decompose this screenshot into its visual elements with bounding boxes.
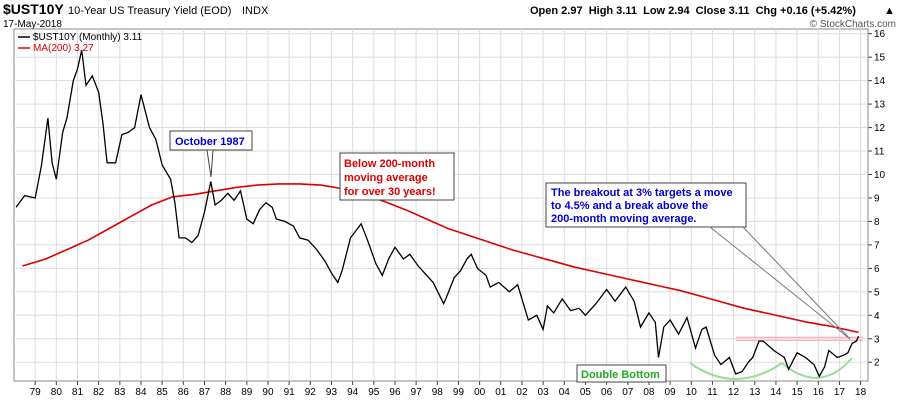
- x-tick-label: 11: [707, 387, 718, 398]
- x-tick-label: 93: [326, 387, 338, 398]
- ma200-line: [22, 183, 859, 334]
- y-tick-label: 12: [874, 123, 886, 134]
- x-tick-label: 15: [792, 387, 804, 398]
- x-tick-label: 07: [622, 387, 634, 398]
- october-1987-pointer: [206, 149, 214, 178]
- x-tick-label: 08: [643, 387, 655, 398]
- y-tick-label: 15: [874, 53, 886, 64]
- x-tick-label: 00: [474, 387, 486, 398]
- x-tick-label: 97: [411, 387, 423, 398]
- chart-date: 17-May-2018: [3, 19, 62, 30]
- breakout-line-2: to 4.5% and a break above the: [551, 200, 708, 212]
- breakout-line-3: 200-month moving average.: [551, 213, 697, 225]
- below-ma-line-1: Below 200-month: [344, 158, 435, 170]
- x-tick-label: 05: [580, 387, 592, 398]
- x-tick-label: 13: [749, 387, 761, 398]
- x-tick-label: 81: [72, 387, 84, 398]
- y-tick-label: 11: [874, 147, 885, 158]
- x-tick-label: 90: [262, 387, 274, 398]
- y-tick-label: 10: [874, 170, 886, 181]
- breakout-pointer-2: [709, 226, 851, 340]
- x-tick-label: 10: [686, 387, 698, 398]
- x-tick-label: 94: [347, 387, 359, 398]
- x-tick-label: 95: [368, 387, 380, 398]
- x-tick-label: 79: [30, 387, 42, 398]
- x-tick-label: 03: [538, 387, 550, 398]
- y-tick-label: 16: [874, 29, 886, 40]
- x-tick-label: 82: [93, 387, 105, 398]
- double-bottom-label: Double Bottom: [581, 369, 660, 381]
- x-tick-label: 83: [114, 387, 126, 398]
- breakout-pointer-1: [742, 226, 851, 340]
- x-tick-label: 91: [284, 387, 296, 398]
- x-tick-label: 12: [728, 387, 740, 398]
- x-tick-label: 09: [665, 387, 677, 398]
- x-tick-label: 06: [601, 387, 613, 398]
- legend-yield: $UST10Y (Monthly) 3.11: [33, 32, 143, 43]
- x-tick-label: 86: [178, 387, 190, 398]
- chart-exchange: INDX: [242, 5, 269, 17]
- y-tick-label: 14: [874, 76, 886, 87]
- x-tick-label: 04: [559, 387, 571, 398]
- x-tick-label: 99: [453, 387, 465, 398]
- chart-description: 10-Year US Treasury Yield (EOD): [68, 5, 231, 17]
- copyright-text: © StockCharts.com: [810, 19, 896, 30]
- y-tick-label: 9: [874, 193, 880, 204]
- below-ma-note: Below 200-month moving average for over …: [344, 158, 438, 198]
- y-axis: 2 3 4 5 6 7 8 9 10 11 12 13 14 15 16: [868, 29, 886, 369]
- x-tick-label: 14: [770, 387, 782, 398]
- y-tick-label: 2: [874, 358, 880, 369]
- breakout-line-1: The breakout at 3% targets a move: [551, 187, 733, 199]
- legend-ma: MA(200) 3.27: [33, 43, 94, 54]
- october-1987-label: October 1987: [175, 136, 245, 148]
- x-tick-label: 96: [389, 387, 401, 398]
- up-arrow-icon: ▲: [884, 5, 895, 17]
- chart-symbol: $UST10Y: [3, 1, 64, 17]
- x-tick-label: 02: [516, 387, 528, 398]
- y-tick-label: 7: [874, 240, 880, 251]
- breakout-note: The breakout at 3% targets a move to 4.5…: [551, 187, 736, 225]
- resistance-line: [735, 336, 863, 341]
- y-tick-label: 13: [874, 100, 886, 111]
- x-tick-label: 85: [157, 387, 169, 398]
- y-tick-label: 3: [874, 334, 880, 345]
- x-tick-label: 17: [834, 387, 846, 398]
- x-tick-label: 80: [51, 387, 63, 398]
- y-tick-label: 4: [874, 311, 880, 322]
- quote-readout: Open 2.97 High 3.11 Low 2.94 Close 3.11 …: [530, 5, 856, 17]
- x-tick-label: 84: [135, 387, 147, 398]
- x-axis: 79 80 81 82 83 84 85 86 87 88 89 90 91 92 93 94 95 96 97 98…: [30, 381, 867, 398]
- x-tick-label: 87: [199, 387, 211, 398]
- double-bottom-box: [576, 364, 667, 383]
- below-ma-line-3: for over 30 years!: [344, 186, 436, 198]
- x-tick-label: 89: [241, 387, 253, 398]
- breakout-box: [545, 182, 747, 228]
- x-tick-label: 16: [813, 387, 825, 398]
- x-tick-label: 01: [495, 387, 507, 398]
- below-ma-line-2: moving average: [344, 172, 428, 184]
- y-tick-label: 6: [874, 264, 880, 275]
- double-bottom-arc-left: [689, 362, 783, 380]
- x-tick-label: 92: [305, 387, 317, 398]
- y-tick-label: 5: [874, 287, 880, 298]
- yield-line: [15, 49, 860, 378]
- x-tick-label: 18: [855, 387, 867, 398]
- y-tick-label: 8: [874, 217, 880, 228]
- x-tick-label: 98: [432, 387, 444, 398]
- x-tick-label: 88: [220, 387, 232, 398]
- below-ma-box: [339, 152, 455, 201]
